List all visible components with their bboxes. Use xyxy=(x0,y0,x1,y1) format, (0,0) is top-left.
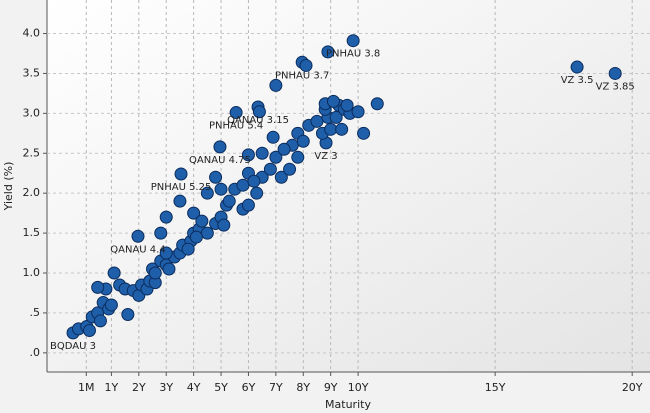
data-point xyxy=(195,214,209,228)
data-point xyxy=(181,242,195,256)
data-point xyxy=(154,226,168,240)
data-point xyxy=(310,114,324,128)
data-point xyxy=(91,280,105,294)
point-label: VZ 3 xyxy=(314,151,337,162)
y-tick-label: 4.0 xyxy=(23,27,41,40)
point-label: PNHAU 5.25 xyxy=(151,182,212,193)
data-point xyxy=(269,150,283,164)
y-axis-title: Yield (%) xyxy=(2,162,15,212)
data-point xyxy=(255,146,269,160)
data-point xyxy=(162,262,176,276)
data-point xyxy=(252,105,266,119)
data-point xyxy=(93,314,107,328)
data-point xyxy=(346,34,360,48)
data-point xyxy=(321,45,335,59)
point-label: VZ 3.85 xyxy=(596,81,635,92)
data-point xyxy=(200,226,214,240)
data-point xyxy=(159,246,173,260)
data-point xyxy=(263,162,277,176)
x-tick-label: 8Y xyxy=(296,381,310,394)
x-tick-label: 1Y xyxy=(105,381,119,394)
y-tick-label: 2.0 xyxy=(23,186,41,199)
x-tick-label: 1M xyxy=(78,381,95,394)
point-label: PNHAU 3.7 xyxy=(275,70,329,81)
data-point xyxy=(335,122,349,136)
data-point xyxy=(241,148,255,162)
data-point xyxy=(209,170,223,184)
data-point xyxy=(326,94,340,108)
data-point xyxy=(217,218,231,232)
data-point xyxy=(241,198,255,212)
data-point xyxy=(213,140,227,154)
data-point xyxy=(222,194,236,208)
data-point xyxy=(269,78,283,92)
data-point xyxy=(229,106,243,120)
data-point xyxy=(351,105,365,119)
data-point xyxy=(277,142,291,156)
data-point xyxy=(173,194,187,208)
plot-area xyxy=(47,0,650,372)
y-tick-label: .5 xyxy=(30,306,41,319)
x-tick-label: 5Y xyxy=(214,381,228,394)
x-tick-label: 10Y xyxy=(348,381,369,394)
data-point xyxy=(370,97,384,111)
y-tick-label: 1.5 xyxy=(23,226,41,239)
data-point xyxy=(296,134,310,148)
data-point xyxy=(159,210,173,224)
x-tick-label: 2Y xyxy=(132,381,146,394)
y-tick-label: 3.0 xyxy=(23,106,41,119)
x-axis-title: Maturity xyxy=(325,398,371,411)
data-point xyxy=(299,58,313,72)
data-point xyxy=(200,186,214,200)
data-point xyxy=(174,167,188,181)
point-label: QANAU 4.75 xyxy=(189,155,251,166)
data-point xyxy=(340,98,354,112)
point-label: PNHAU 5.4 xyxy=(209,121,263,132)
point-label: QANAU 4.4 xyxy=(110,244,165,255)
data-point xyxy=(148,266,162,280)
y-tick-label: .0 xyxy=(30,346,41,359)
data-point xyxy=(608,66,622,80)
data-point xyxy=(104,298,118,312)
data-point xyxy=(214,182,228,196)
point-label: BQDAU 3 xyxy=(50,341,96,352)
point-label: QANAU 3.15 xyxy=(227,115,289,126)
y-tick-label: 3.5 xyxy=(23,66,41,79)
data-point xyxy=(283,162,297,176)
data-point xyxy=(187,206,201,220)
point-label: VZ 3.5 xyxy=(561,75,594,86)
x-tick-label: 7Y xyxy=(269,381,283,394)
x-tick-label: 3Y xyxy=(159,381,173,394)
x-tick-label: 20Y xyxy=(622,381,643,394)
data-point xyxy=(247,174,261,188)
x-tick-label: 9Y xyxy=(324,381,338,394)
data-point xyxy=(250,186,264,200)
y-tick-label: 2.5 xyxy=(23,146,41,159)
data-point xyxy=(189,230,203,244)
data-point xyxy=(266,130,280,144)
data-point xyxy=(570,60,584,74)
data-point xyxy=(131,229,145,243)
data-point xyxy=(324,122,338,136)
data-point xyxy=(121,308,135,322)
data-point xyxy=(82,323,96,337)
data-point xyxy=(107,266,121,280)
x-tick-label: 4Y xyxy=(187,381,201,394)
data-point xyxy=(236,178,250,192)
data-point xyxy=(357,126,371,140)
x-tick-label: 6Y xyxy=(242,381,256,394)
y-tick-label: 1.0 xyxy=(23,266,41,279)
data-point xyxy=(291,150,305,164)
point-label: PNHAU 3.8 xyxy=(326,49,380,60)
x-tick-label: 15Y xyxy=(485,381,506,394)
data-point xyxy=(329,110,343,124)
data-point xyxy=(274,170,288,184)
